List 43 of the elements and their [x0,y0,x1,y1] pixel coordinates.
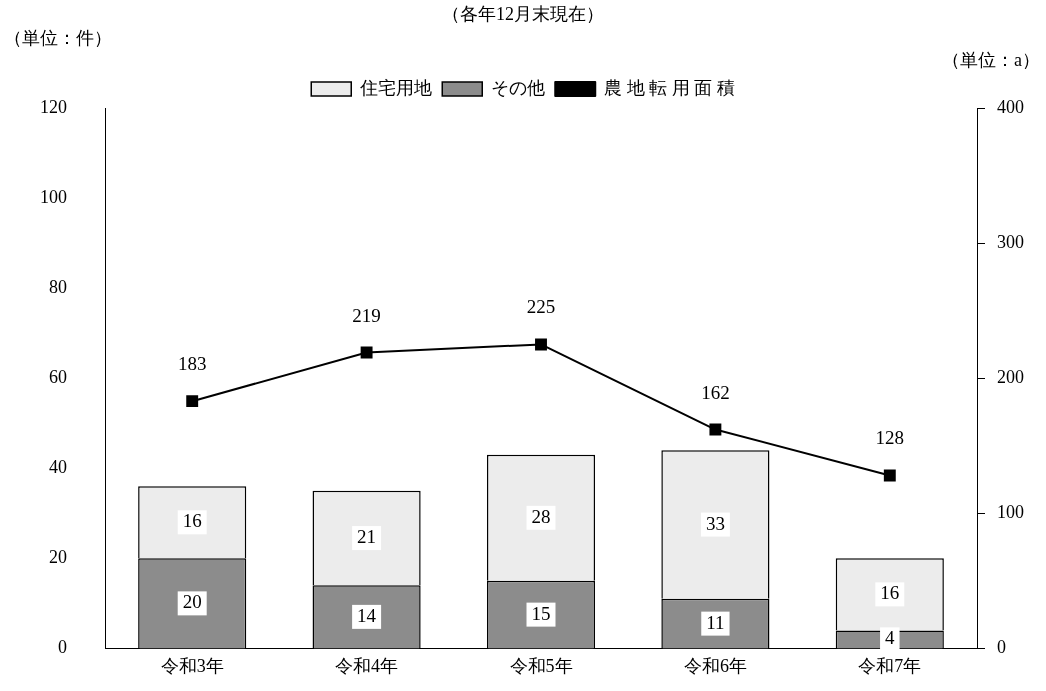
legend-label: 住宅用地 [359,77,433,98]
data-label: 15 [531,602,551,624]
data-label: 225 [526,296,556,318]
y-tick-label: 0 [58,637,67,658]
y2-axis-title: （単位：a） [942,49,1040,72]
point [186,395,199,408]
point [535,338,547,351]
data-label: 162 [701,381,730,403]
data-label: 219 [352,304,381,326]
data-label: 33 [705,512,725,534]
x-tick-label: 令和5年 [509,655,573,676]
y-tick-label: 60 [49,366,67,387]
y2-tick-label: 400 [997,96,1024,117]
y2-tick-label: 200 [997,366,1024,387]
data-label: 128 [875,427,905,449]
y-tick-label: 20 [49,547,67,568]
legend-label: 農 地 転 用 面 積 [604,77,735,98]
y2-tick-label: 100 [997,502,1024,523]
legend-label: その他 [491,77,546,98]
data-label: 183 [177,353,207,375]
data-label: 28 [531,505,551,527]
y2-tick-label: 300 [997,231,1024,252]
x-tick-label: 令和3年 [160,655,224,676]
y-tick-label: 120 [40,96,67,117]
x-tick-label: 令和7年 [858,655,922,676]
point [883,469,896,482]
data-label: 11 [706,611,725,633]
data-label: 14 [357,604,377,626]
y-tick-label: 100 [40,186,67,207]
y-tick-label: 80 [49,276,67,297]
data-label: 21 [357,526,377,548]
chart-subtitle: （各年12月末現在） [441,3,605,26]
x-tick-label: 令和4年 [335,655,399,676]
point [360,346,373,359]
x-tick-label: 令和6年 [683,655,747,676]
y2-tick-label: 0 [997,637,1006,658]
data-label: 16 [880,582,900,604]
y-axis-title: （単位：件） [4,27,112,50]
data-label: 16 [182,510,202,532]
y-tick-label: 40 [49,457,67,477]
point [709,423,722,436]
data-label: 20 [182,591,202,613]
data-label: 4 [885,627,896,649]
